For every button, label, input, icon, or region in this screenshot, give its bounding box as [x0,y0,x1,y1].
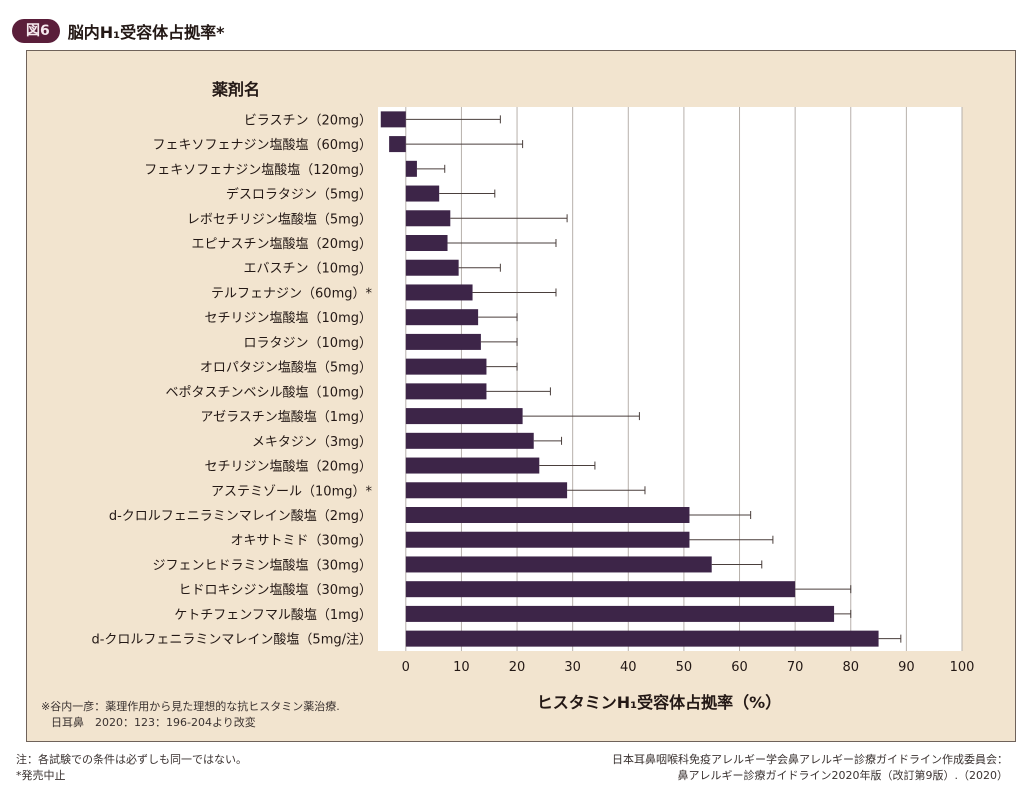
bar [405,482,568,499]
x-tick-label: 90 [898,660,915,675]
bar [380,111,406,128]
x-tick-label: 0 [402,660,410,675]
category-label: ビラスチン（20mg） [244,113,372,128]
footnote-block: 注：各試験での条件は必ずしも同一ではない。 *発売中止 [16,752,247,784]
bar [405,605,835,622]
bar-chart: ビラスチン（20mg） フェキソフェナジン塩酸塩（60mg） フェキソフェナジン塩酸… [41,80,975,729]
bar [405,531,690,548]
footnote-line-1: 注：各試験での条件は必ずしも同一ではない。 [16,753,247,766]
category-label: メキタジン（3mg） [252,435,372,450]
bar [405,383,487,400]
category-label: フェキソフェナジン塩酸塩（120mg） [144,163,372,178]
x-tick-label: 50 [676,660,693,675]
source-line-2: 日耳鼻 2020：123：196-204より改変 [51,715,256,729]
bar [405,333,481,350]
category-label: テルフェナジン（60mg）* [211,286,372,301]
credit-block: 日本耳鼻咽喉科免疫アレルギー学会鼻アレルギー診療ガイドライン作成委員会： 鼻アレ… [612,752,1008,784]
bar [405,556,712,573]
bar [405,507,690,523]
bar [405,457,540,474]
category-label: d-クロルフェニラミンマレイン酸塩（2mg） [109,509,372,524]
x-tick-label: 100 [950,660,975,675]
category-label: ヒドロキシジン塩酸塩（30mg） [179,583,372,598]
bar [405,432,534,449]
category-label: エピナスチン塩酸塩（20mg） [192,237,372,252]
category-label: フェキソフェナジン塩酸塩（60mg） [153,138,372,153]
category-label: ベポタスチンベシル酸塩（10mg） [166,385,372,400]
bar [405,630,879,647]
error-bars-group [405,115,902,643]
category-label: ジフェンヒドラミン塩酸塩（30mg） [153,558,372,573]
figure-badge: 図6 [12,19,60,43]
x-tick-label: 30 [564,660,581,675]
x-tick-label: 20 [509,660,526,675]
category-label: アステミゾール（10mg）* [211,484,372,499]
bar [405,581,796,598]
category-label: レボセチリジン塩酸塩（5mg） [187,212,372,227]
bar [405,185,440,202]
x-tick-label: 40 [620,660,637,675]
credit-line-2: 鼻アレルギー診療ガイドライン2020年版（改訂第9版）.（2020） [677,769,1008,782]
category-label: エバスチン（10mg） [244,262,372,277]
category-label: セチリジン塩酸塩（10mg） [205,311,372,326]
x-axis-title: ヒスタミンH₁受容体占拠率（%） [537,693,781,712]
bar [405,309,479,326]
category-label: ケトチフェンフマル酸塩（1mg） [174,608,372,623]
category-label: セチリジン塩酸塩（20mg） [205,460,372,475]
category-label: オロパタジン塩酸塩（5mg） [200,361,372,376]
bar [405,259,459,276]
category-label: デスロラタジン（5mg） [226,187,372,203]
x-tick-label: 60 [731,660,748,675]
category-axis-title: 薬剤名 [211,80,260,99]
figure-title-row: 図6 脳内H₁受容体占拠率* [12,18,225,44]
credit-line-1: 日本耳鼻咽喉科免疫アレルギー学会鼻アレルギー診療ガイドライン作成委員会： [612,753,1008,766]
bar [405,210,451,227]
category-label: ロラタジン（10mg） [244,336,372,351]
bar [405,358,487,375]
source-line-1: ※谷内一彦：薬理作用から見た理想的な抗ヒスタミン薬治療. [41,699,340,713]
chart-panel: ビラスチン（20mg） フェキソフェナジン塩酸塩（60mg） フェキソフェナジン塩酸… [26,50,1016,742]
category-label: オキサトミド（30mg） [231,534,372,549]
bar [405,235,448,251]
bar [405,284,473,301]
x-tick-label: 70 [787,660,804,675]
x-tick-label: 10 [453,660,470,675]
bar [405,408,523,425]
category-label: d-クロルフェニラミンマレイン酸塩（5mg/注） [91,633,372,648]
bar [405,160,417,177]
category-label: アゼラスチン塩酸塩（1mg） [200,410,372,425]
gridlines [405,107,963,651]
footnote-line-2: *発売中止 [16,769,66,782]
category-labels: ビラスチン（20mg） フェキソフェナジン塩酸塩（60mg） フェキソフェナジン塩酸… [91,113,372,647]
x-tick-label: 80 [842,660,859,675]
x-tick-labels: 0 10 20 30 40 50 60 70 80 90 100 [402,660,975,675]
bars-group [380,111,879,647]
bar [389,136,406,153]
figure-title: 脳内H₁受容体占拠率* [67,23,225,42]
